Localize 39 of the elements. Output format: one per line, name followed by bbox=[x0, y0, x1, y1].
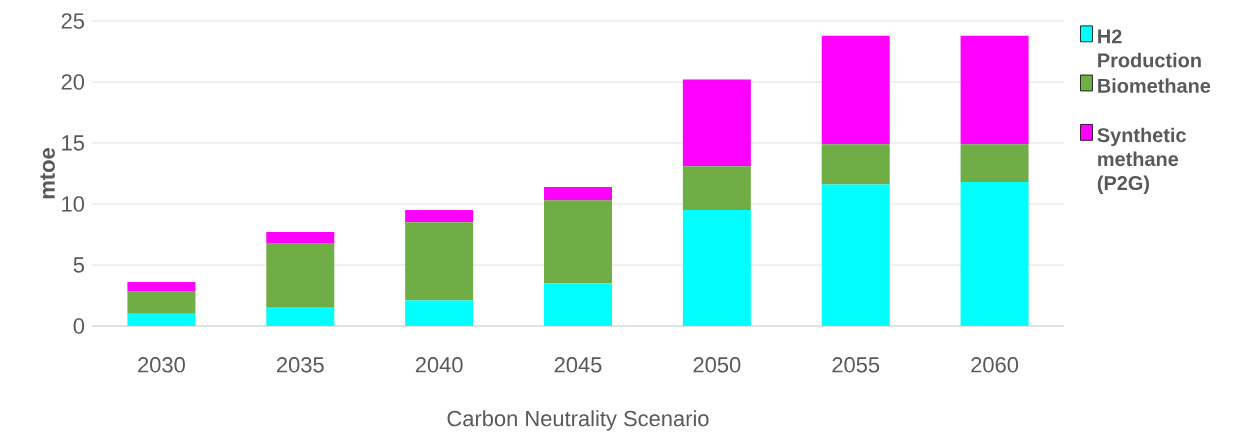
bar bbox=[544, 200, 612, 284]
x-tick-label: 2060 bbox=[971, 357, 1019, 373]
x-tick-label: 2040 bbox=[415, 357, 463, 373]
y-tick-label: 15 bbox=[62, 135, 85, 151]
bar bbox=[405, 210, 474, 223]
bar bbox=[266, 307, 335, 326]
legend-label: Biomethane bbox=[1098, 78, 1211, 93]
bar bbox=[127, 313, 196, 326]
y-tick-label: 10 bbox=[62, 196, 85, 212]
x-tick-label: 2050 bbox=[693, 357, 741, 373]
bar bbox=[821, 35, 890, 145]
bar bbox=[544, 283, 612, 326]
bar bbox=[682, 79, 751, 167]
x-axis-title: Carbon Neutrality Scenario bbox=[447, 410, 709, 431]
bar bbox=[960, 35, 1029, 145]
legend-label: Synthetic methane (P2G) bbox=[1097, 127, 1186, 195]
x-tick-label: 2045 bbox=[554, 357, 602, 373]
y-tick-label: 0 bbox=[73, 318, 85, 334]
y-tick-label: 25 bbox=[61, 13, 85, 29]
y-tick-label: 20 bbox=[61, 74, 85, 90]
bar bbox=[960, 144, 1029, 183]
bar bbox=[266, 232, 335, 244]
x-tick-label: 2035 bbox=[277, 357, 324, 373]
bar bbox=[821, 184, 890, 326]
bar bbox=[682, 210, 751, 326]
bar bbox=[960, 182, 1029, 326]
legend-label: H2 Production bbox=[1098, 29, 1201, 68]
x-tick-label: 2030 bbox=[138, 357, 185, 373]
x-tick-label: 2055 bbox=[832, 357, 880, 373]
bar bbox=[127, 282, 196, 292]
bar bbox=[682, 166, 751, 211]
bar bbox=[405, 222, 474, 301]
bar bbox=[266, 243, 335, 308]
y-tick-label: 5 bbox=[73, 257, 85, 273]
bar bbox=[405, 300, 474, 326]
y-axis-title: mtoe bbox=[40, 148, 55, 199]
bar bbox=[127, 291, 196, 314]
bar bbox=[544, 186, 612, 201]
bar bbox=[821, 144, 890, 185]
